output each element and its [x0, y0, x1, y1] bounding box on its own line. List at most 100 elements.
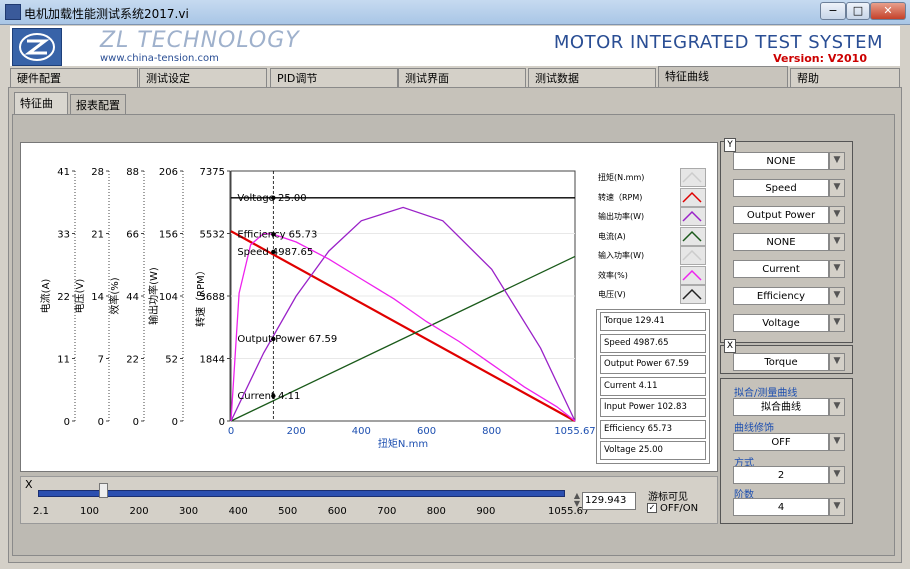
minimize-button[interactable]: − — [820, 2, 846, 20]
system-title: MOTOR INTEGRATED TEST SYSTEM — [553, 32, 883, 53]
fit-curve-selector[interactable]: 拟合曲线 — [733, 398, 829, 416]
y-axis-dropdown-icon[interactable]: ▼ — [829, 314, 845, 332]
legend-label: 电压(V) — [598, 290, 626, 299]
y-tick-label-output_power: 52 — [165, 355, 178, 366]
x-axis-selector[interactable]: Torque — [733, 353, 829, 371]
slider-tick-label: 900 — [476, 506, 496, 517]
y-axis-selector[interactable]: Efficiency — [733, 287, 829, 305]
legend-item[interactable]: 输入功率(W) — [598, 246, 708, 265]
x-panel-label: X — [724, 339, 736, 353]
tab-help[interactable]: 帮助 — [790, 68, 900, 87]
tab-test-data[interactable]: 测试数据 — [528, 68, 656, 87]
y-axis-selector[interactable]: Speed — [733, 179, 829, 197]
cursor-point-output_power — [271, 336, 276, 342]
slider-value-field[interactable]: 129.943 — [582, 492, 636, 510]
cursor-label-speed: Speed 4987.65 — [237, 247, 313, 258]
y-axis-dropdown-icon[interactable]: ▼ — [829, 206, 845, 224]
y-tick-label-voltage: 7 — [98, 355, 104, 366]
slider-tick-label: 1055.67 — [548, 506, 590, 517]
x-tick-label: 600 — [417, 426, 436, 437]
readout-field: Efficiency 65.73 — [600, 419, 706, 439]
y-tick-label-efficiency: 88 — [126, 167, 139, 178]
legend-item[interactable]: 转速（RPM) — [598, 187, 708, 207]
tab-test-interface[interactable]: 测试界面 — [398, 68, 526, 87]
smoothing-selector[interactable]: OFF — [733, 433, 829, 451]
tab-pid-tuning[interactable]: PID调节 — [270, 68, 398, 87]
legend-label: 输入功率(W) — [598, 251, 645, 260]
x-axis-label: 扭矩N.mm — [378, 437, 428, 450]
readout-field: Output Power 67.59 — [600, 355, 706, 374]
y-tick-label-voltage: 21 — [91, 230, 104, 241]
zl-logo — [12, 28, 62, 66]
legend-item[interactable]: 扭矩(N.mm) — [598, 168, 708, 187]
cursor-visible-checkbox[interactable]: ✓ — [647, 503, 657, 513]
brand-name: ZL TECHNOLOGY — [100, 28, 300, 53]
app-icon — [5, 4, 21, 20]
method-dropdown-icon[interactable]: ▼ — [829, 466, 845, 484]
close-button[interactable]: ✕ — [870, 2, 906, 20]
y-axis-dropdown-icon[interactable]: ▼ — [829, 287, 845, 305]
readout-field: Current 4.11 — [600, 376, 706, 396]
smoothing-dropdown-icon[interactable]: ▼ — [829, 433, 845, 451]
slider-tick-label: 2.1 — [33, 506, 49, 517]
y-tick-label-speed: 5532 — [200, 230, 225, 241]
slider-tick-label: 800 — [426, 506, 446, 517]
y-tick-label-current: 41 — [57, 167, 70, 178]
legend-item[interactable]: 输出功率(W) — [598, 207, 708, 226]
cursor-label-efficiency: Efficiency 65.73 — [237, 229, 317, 240]
slider-tick-label: 500 — [278, 506, 298, 517]
subtab-characteristic-curves[interactable]: 特征曲线 — [14, 92, 68, 132]
y-axis-dropdown-icon[interactable]: ▼ — [829, 260, 845, 278]
y-axis-label-voltage: 电压(V) — [73, 279, 86, 314]
order-selector[interactable]: 4 — [733, 498, 829, 516]
slider-tick-label: 600 — [327, 506, 347, 517]
legend-item[interactable]: 电压(V) — [598, 285, 708, 304]
y-axis-dropdown-icon[interactable]: ▼ — [829, 152, 845, 170]
y-axis-dropdown-icon[interactable]: ▼ — [829, 233, 845, 251]
slider-thumb[interactable] — [99, 483, 109, 498]
slider-increment-icon[interactable]: ▲ ▼ — [573, 491, 581, 508]
y-axis-dropdown-icon[interactable]: ▼ — [829, 179, 845, 197]
legend-label: 扭矩(N.mm) — [598, 173, 645, 182]
y-axis-selector[interactable]: NONE — [733, 152, 829, 170]
y-panel-label: Y — [724, 138, 736, 152]
y-tick-label-voltage: 14 — [91, 292, 104, 303]
slider-tick-label: 300 — [179, 506, 199, 517]
legend-item[interactable]: 效率(%) — [598, 265, 708, 285]
order-dropdown-icon[interactable]: ▼ — [829, 498, 845, 516]
y-tick-label-speed: 7375 — [200, 167, 225, 178]
y-tick-label-speed: 1844 — [200, 355, 225, 366]
maximize-button[interactable]: □ — [846, 2, 870, 20]
slider-track[interactable] — [38, 490, 565, 497]
axes-group: 0 200 400 600 800 1055.67 扭矩N.mm 41 33 22 11 0 电流(A)… — [39, 167, 596, 450]
fit-curve-dropdown-icon[interactable]: ▼ — [829, 398, 845, 416]
tab-test-settings[interactable]: 测试设定 — [139, 68, 267, 87]
y-tick-label-voltage: 0 — [98, 417, 104, 428]
tab-hardware-config[interactable]: 硬件配置 — [10, 68, 138, 87]
tab-characteristic-curves[interactable]: 特征曲线 — [658, 66, 788, 88]
y-tick-label-current: 22 — [57, 292, 70, 303]
series-line-output_power — [230, 206, 576, 422]
y-tick-label-current: 11 — [57, 355, 70, 366]
legend-swatch — [680, 246, 706, 265]
series-group — [230, 197, 576, 422]
cursor-toggle-label: OFF/ON — [660, 503, 699, 514]
legend-item[interactable]: 电流(A) — [598, 226, 708, 246]
window-titlebar: 电机加载性能测试系统2017.vi − □ ✕ — [0, 0, 910, 25]
cursor-point-current — [271, 393, 276, 399]
y-axis-label-speed: 转速（RPM） — [194, 265, 207, 327]
y-axis-selector[interactable]: NONE — [733, 233, 829, 251]
series-line-efficiency — [230, 232, 576, 422]
series-line-speed — [230, 230, 576, 422]
y-tick-label-speed: 3688 — [200, 292, 225, 303]
legend-swatch — [680, 187, 706, 207]
fit-curve-label: 拟合/测量曲线 — [734, 388, 798, 399]
y-axis-selector[interactable]: Output Power — [733, 206, 829, 224]
subtab-report-config[interactable]: 报表配置 — [70, 94, 126, 114]
y-tick-label-current: 0 — [64, 417, 70, 428]
y-axis-selector[interactable]: Current — [733, 260, 829, 278]
method-selector[interactable]: 2 — [733, 466, 829, 484]
slider-tick-label: 100 — [79, 506, 100, 517]
y-axis-selector[interactable]: Voltage — [733, 314, 829, 332]
x-axis-dropdown-icon[interactable]: ▼ — [829, 353, 845, 371]
